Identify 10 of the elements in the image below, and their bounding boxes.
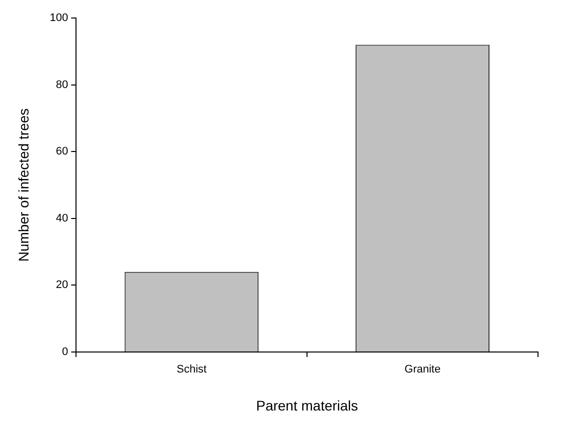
y-tick-label: 20 [56, 279, 68, 292]
x-tick-label: Granite [404, 364, 441, 376]
y-tick-label: 100 [50, 12, 68, 24]
y-tick-label: 60 [56, 146, 68, 158]
y-tick-label: 40 [56, 212, 68, 224]
y-tick-label: 0 [62, 346, 68, 358]
y-axis-title: Number of infected trees [15, 108, 32, 262]
y-tick-label: 80 [56, 78, 68, 91]
x-axis-title: Parent materials [256, 397, 358, 414]
x-tick-label: Schist [176, 364, 207, 376]
